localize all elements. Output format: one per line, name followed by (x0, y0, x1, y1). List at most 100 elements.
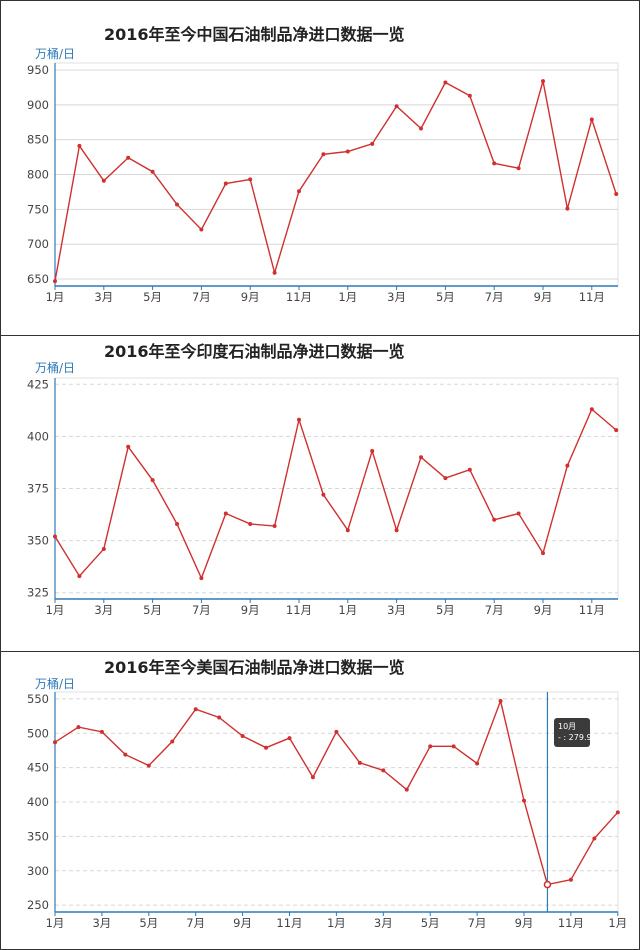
data-point[interactable] (101, 546, 106, 551)
data-point[interactable] (223, 511, 228, 516)
data-point[interactable] (77, 143, 82, 148)
data-point[interactable] (345, 149, 350, 154)
data-point[interactable] (589, 407, 594, 412)
data-point[interactable] (150, 169, 155, 174)
x-tick-label: 7月 (468, 916, 487, 930)
x-tick-label: 7月 (485, 603, 504, 617)
data-point[interactable] (443, 476, 448, 481)
data-point[interactable] (568, 877, 573, 882)
data-point[interactable] (357, 760, 362, 765)
data-point[interactable] (287, 736, 292, 741)
x-tick-label: 11月 (558, 916, 584, 930)
usa-line-chart[interactable]: 250 300 350 400 450 500 550 1月 3月 5月 7月 9月 11月 1月 3月 5月… (1, 652, 640, 950)
data-point[interactable] (492, 161, 497, 166)
data-point[interactable] (175, 521, 179, 526)
data-point[interactable] (541, 551, 545, 556)
data-point[interactable] (126, 155, 131, 160)
data-point[interactable] (99, 729, 104, 734)
data-point[interactable] (498, 698, 503, 703)
data-point[interactable] (310, 775, 315, 780)
data-point[interactable] (475, 761, 480, 766)
data-point[interactable] (522, 798, 526, 803)
data-point[interactable] (541, 79, 545, 84)
data-point[interactable] (126, 444, 131, 449)
data-point[interactable] (272, 524, 277, 529)
data-point[interactable] (592, 836, 597, 841)
data-point[interactable] (199, 576, 204, 581)
data-point[interactable] (272, 270, 277, 275)
usa-chart-panel: 2016年至今美国石油制品净进口数据一览 万桶/日 250 300 350 400 45… (0, 652, 640, 950)
data-point[interactable] (419, 126, 423, 131)
x-tick-label: 1月 (46, 603, 65, 617)
data-point[interactable] (565, 463, 570, 468)
data-point[interactable] (428, 744, 433, 749)
data-point[interactable] (345, 528, 350, 533)
china-chart-panel: 2016年至今中国石油制品净进口数据一览 万桶/日 650 700 750 800 85… (0, 0, 640, 336)
data-point[interactable] (394, 104, 399, 109)
data-point[interactable] (223, 181, 228, 186)
x-tick-label: 7月 (192, 603, 211, 617)
data-point[interactable] (589, 117, 594, 122)
data-point[interactable] (443, 80, 448, 85)
data-point[interactable] (170, 739, 175, 744)
data-point[interactable] (199, 227, 204, 232)
data-point[interactable] (614, 428, 619, 433)
data-point[interactable] (53, 740, 57, 745)
data-point[interactable] (394, 528, 399, 533)
series-line (54, 698, 619, 886)
data-point[interactable] (297, 189, 301, 194)
x-tick-label: 11月 (579, 603, 605, 617)
data-point[interactable] (543, 880, 552, 889)
tooltip-month: 10月 (558, 722, 577, 731)
data-point[interactable] (516, 511, 521, 516)
data-point[interactable] (451, 744, 456, 749)
data-point[interactable] (492, 517, 497, 522)
data-point[interactable] (370, 448, 375, 453)
data-point[interactable] (146, 763, 151, 768)
data-point[interactable] (264, 745, 269, 750)
data-point[interactable] (217, 715, 222, 720)
data-point[interactable] (101, 178, 106, 183)
data-point[interactable] (53, 534, 57, 539)
data-point[interactable] (615, 810, 620, 815)
data-point[interactable] (565, 206, 570, 211)
data-point[interactable] (467, 467, 472, 472)
data-point[interactable] (53, 279, 57, 284)
data-point[interactable] (467, 93, 472, 98)
data-point[interactable] (193, 707, 198, 712)
data-point[interactable] (175, 202, 179, 207)
india-line-chart[interactable]: 325 350 375 400 425 1月 3月 5月 7月 9月 11月 1月 3月 5月 7月 9月 11… (1, 336, 640, 652)
x-tick-label: 3月 (94, 290, 113, 304)
data-point[interactable] (248, 177, 253, 182)
data-point[interactable] (370, 141, 375, 146)
data-point[interactable] (150, 478, 155, 483)
x-tick-label: 9月 (241, 290, 260, 304)
data-point[interactable] (614, 192, 619, 197)
china-line-chart[interactable]: 650 700 750 800 850 900 950 1月 3月 5月 7月 9月 11月 1月 3月 5月… (1, 1, 640, 337)
x-tick-label: 1月 (46, 290, 65, 304)
data-point[interactable] (321, 492, 326, 497)
data-point[interactable] (248, 521, 253, 526)
x-tick-label: 7月 (186, 916, 205, 930)
data-point[interactable] (419, 455, 423, 460)
data-point[interactable] (123, 752, 128, 757)
y-tick-label: 750 (27, 202, 49, 216)
data-point[interactable] (381, 768, 386, 773)
data-point[interactable] (516, 166, 521, 171)
x-tick-label: 3月 (387, 603, 406, 617)
data-point[interactable] (240, 734, 245, 738)
data-point[interactable] (76, 725, 81, 730)
x-tick-label: 1月 (327, 916, 346, 930)
data-point[interactable] (297, 417, 301, 422)
data-point[interactable] (334, 729, 339, 734)
y-axis-unit: 万桶/日 (35, 47, 76, 61)
y-tick-label: 375 (27, 482, 49, 496)
y-tick-label: 400 (27, 429, 49, 443)
x-tick-label: 5月 (436, 290, 455, 304)
data-point[interactable] (404, 787, 409, 792)
x-tick-label: 1月 (46, 916, 65, 930)
data-point[interactable] (77, 574, 82, 579)
x-tick-label: 11月 (286, 603, 312, 617)
y-tick-label: 400 (27, 795, 49, 809)
data-point[interactable] (321, 152, 326, 157)
